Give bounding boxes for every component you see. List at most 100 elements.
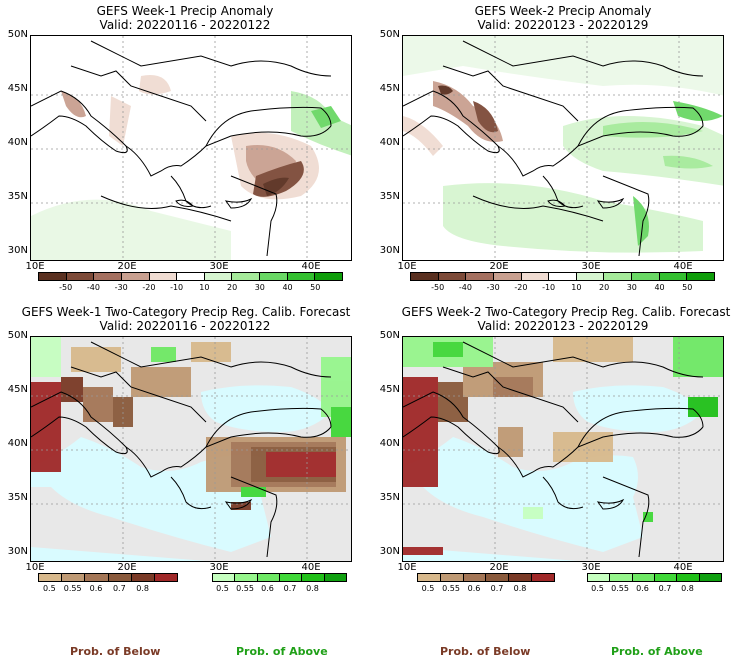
prob-below-colorbar-week2 (417, 573, 555, 582)
colorbar-tick-label: 0.6 (467, 584, 481, 593)
panel1-title: GEFS Week-1 Precip Anomaly (96, 4, 274, 18)
colorbar-swatch (131, 574, 155, 581)
lat-label: 40N (379, 137, 400, 148)
colorbar-tick-label: 0.5 (216, 584, 229, 593)
colorbar-tick-label: 0.55 (442, 584, 460, 593)
colorbar-tick-label: 50 (310, 283, 321, 292)
lat-label: 30N (379, 546, 400, 557)
colorbar-tick-label: -30 (114, 283, 128, 292)
map-panel-week1-probability (30, 336, 352, 562)
footer-below-week1: Prob. of Below (70, 645, 161, 658)
colorbar-swatch (39, 574, 63, 581)
map-canvas (31, 337, 351, 561)
colorbar-swatch (440, 574, 464, 581)
colorbar-swatch (279, 574, 303, 581)
lat-label: 30N (379, 245, 400, 256)
colorbar-swatch (204, 273, 233, 280)
colorbar-swatch (632, 273, 660, 280)
lon-label: 20E (117, 261, 137, 272)
footer-above-week2: Prob. of Above (611, 645, 703, 658)
colorbar-tick-label: 0.55 (63, 584, 82, 593)
colorbar-tick-label: -10 (542, 283, 556, 292)
colorbar-tick-label: 0.8 (513, 584, 527, 593)
colorbar-swatch (85, 574, 109, 581)
colorbar-tick-label: 0.6 (261, 584, 274, 593)
lat-label: 35N (7, 191, 28, 202)
colorbar-tick-label: 0.7 (658, 584, 672, 593)
colorbar-tick-label: 30 (254, 283, 265, 292)
colorbar-swatch (39, 273, 67, 280)
colorbar-swatch (438, 273, 467, 280)
lon-label: 40E (301, 562, 321, 573)
colorbar-tick-label: 50 (682, 283, 693, 292)
lat-label: 50N (7, 29, 28, 40)
colorbar-swatch (121, 273, 150, 280)
colorbar-swatch (62, 574, 86, 581)
colorbar-swatch (66, 273, 95, 280)
colorbar-tick-label: 0.5 (591, 584, 604, 593)
lon-label: 10E (397, 562, 417, 573)
map-canvas (403, 36, 723, 260)
colorbar-tick-label: -40 (458, 283, 472, 292)
colorbar-swatch (486, 574, 510, 581)
panel3-valid: Valid: 20220116 - 20220122 (99, 319, 271, 333)
map-panel-week2-anomaly (402, 35, 724, 261)
lat-label: 50N (379, 330, 400, 341)
lon-label: 10E (397, 261, 417, 272)
panel2-valid: Valid: 20220123 - 20220129 (477, 18, 649, 32)
colorbar-tick-label: 0.8 (136, 584, 150, 593)
colorbar-swatch (654, 574, 678, 581)
lat-label: 30N (7, 546, 28, 557)
colorbar-swatch (232, 273, 261, 280)
colorbar-tick-label: -10 (170, 283, 184, 292)
prob-above-colorbar-week1 (212, 573, 347, 582)
colorbar-tick-label: 0.6 (89, 584, 103, 593)
colorbar-swatch (213, 574, 236, 581)
lat-label: 40N (7, 438, 28, 449)
colorbar-swatch (235, 574, 258, 581)
anomaly-colorbar-week1 (38, 272, 343, 281)
colorbar-swatch (576, 273, 605, 280)
lat-label: 45N (7, 83, 28, 94)
lat-label: 45N (379, 83, 400, 94)
colorbar-tick-label: 0.5 (421, 584, 435, 593)
colorbar-swatch (411, 273, 439, 280)
lon-label: 40E (673, 562, 693, 573)
colorbar-tick-label: -20 (514, 283, 528, 292)
lon-label: 20E (489, 261, 509, 272)
lon-label: 20E (489, 562, 509, 573)
lon-label: 30E (209, 261, 229, 272)
lon-label: 30E (209, 562, 229, 573)
colorbar-tick-label: 20 (598, 283, 610, 292)
lat-label: 45N (379, 384, 400, 395)
anomaly-colorbar-week2 (410, 272, 715, 281)
colorbar-tick-label: -50 (431, 283, 445, 292)
colorbar-swatch (687, 273, 715, 280)
colorbar-swatch (418, 574, 441, 581)
panel3-title: GEFS Week-1 Two-Category Precip Reg. Cal… (21, 305, 351, 319)
colorbar-swatch (699, 574, 721, 581)
colorbar-tick-label: -40 (86, 283, 100, 292)
colorbar-tick-label: 0.7 (112, 584, 126, 593)
lat-label: 35N (7, 492, 28, 503)
colorbar-swatch (324, 574, 346, 581)
colorbar-tick-label: 0.7 (283, 584, 297, 593)
colorbar-swatch (521, 273, 550, 280)
colorbar-swatch (463, 574, 487, 581)
lat-label: 40N (379, 438, 400, 449)
colorbar-tick-label: 0.6 (636, 584, 649, 593)
colorbar-swatch (260, 273, 288, 280)
colorbar-swatch (177, 273, 205, 280)
lon-label: 30E (581, 261, 601, 272)
colorbar-swatch (632, 574, 655, 581)
colorbar-tick-label: -50 (59, 283, 73, 292)
colorbar-swatch (677, 574, 700, 581)
colorbar-swatch (315, 273, 343, 280)
map-panel-week2-probability (402, 336, 724, 562)
colorbar-tick-label: -30 (486, 283, 500, 292)
footer-above-week1: Prob. of Above (236, 645, 328, 658)
colorbar-tick-label: 0.8 (681, 584, 694, 593)
colorbar-swatch (149, 273, 178, 280)
lon-label: 40E (673, 261, 693, 272)
footer-below-week2: Prob. of Below (440, 645, 531, 658)
